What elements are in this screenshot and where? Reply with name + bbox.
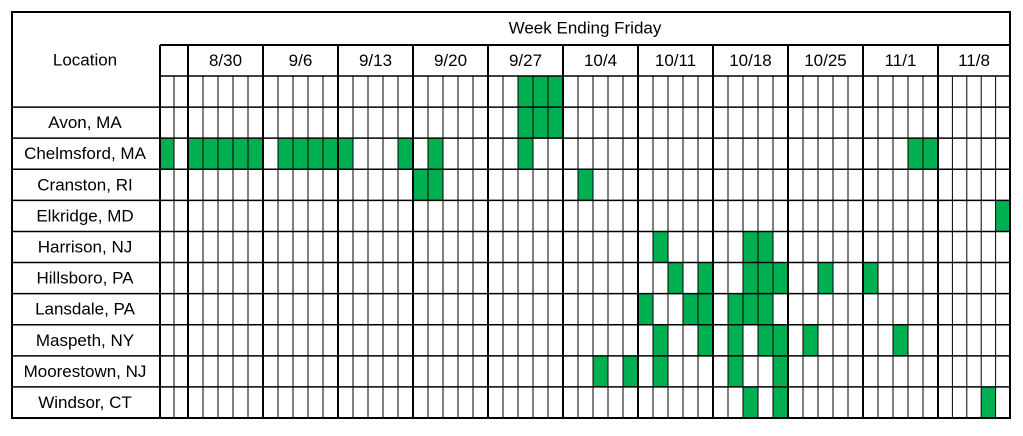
filled-cell [908,138,923,170]
filled-cell [653,231,668,263]
filled-cell [683,293,698,325]
filled-cell [773,386,788,418]
filled-cell [773,262,788,294]
location-label: Hillsboro, PA [37,269,135,288]
filled-cell [728,293,743,325]
filled-cell [773,324,788,356]
filled-cell [758,231,773,263]
filled-cell [743,231,758,263]
filled-cell [518,138,533,170]
filled-cell [995,200,1010,232]
week-label: 10/18 [729,51,772,70]
location-label: Avon, MA [48,113,122,132]
filled-cell [548,76,563,108]
filled-cell [638,293,653,325]
filled-cell [518,76,533,108]
location-label: Harrison, NJ [38,237,132,256]
week-label: 9/13 [359,51,392,70]
filled-cell [743,293,758,325]
filled-cell [668,262,683,294]
filled-cell [758,324,773,356]
week-label: 8/30 [209,51,242,70]
filled-cell [548,107,563,139]
filled-cell [698,324,713,356]
filled-cell [308,138,323,170]
location-label: Maspeth, NY [36,331,134,350]
filled-cell [518,107,533,139]
filled-cell [743,386,758,418]
filled-cell [533,76,548,108]
filled-cell [203,138,218,170]
week-label: 9/20 [434,51,467,70]
filled-cell [593,355,608,387]
filled-cell [743,262,758,294]
week-label: 9/6 [289,51,313,70]
filled-cell [981,386,996,418]
filled-cell [728,324,743,356]
filled-cell [428,169,443,201]
filled-cell [623,355,638,387]
filled-cell [533,107,548,139]
week-label: 9/27 [509,51,542,70]
location-label: Windsor, CT [38,393,132,412]
week-label: 11/1 [885,51,917,70]
filled-cell [323,138,338,170]
filled-cell [758,293,773,325]
filled-cell [188,138,203,170]
filled-cell [248,138,263,170]
location-label: Elkridge, MD [36,206,133,225]
filled-cell [728,355,743,387]
filled-cell [338,138,353,170]
week-label: 10/25 [804,51,847,70]
table-border [11,11,1011,419]
filled-cell [413,169,428,201]
location-label: Moorestown, NJ [24,362,147,381]
location-label: Cranston, RI [37,175,132,194]
filled-cell [698,262,713,294]
week-label: 10/11 [655,51,696,70]
week-header: Week Ending Friday [509,18,662,37]
week-label: 10/4 [584,51,617,70]
filled-cell [160,138,174,170]
location-label: Chelmsford, MA [24,144,147,163]
filled-cell [398,138,413,170]
filled-cell [758,262,773,294]
filled-cell [218,138,233,170]
filled-cell [803,324,818,356]
filled-cell [293,138,308,170]
location-header: Location [53,50,117,69]
week-label: 11/8 [958,51,990,70]
filled-cell [893,324,908,356]
filled-cell [698,293,713,325]
filled-cell [278,138,293,170]
filled-cell [773,355,788,387]
filled-cell [428,138,443,170]
filled-cell [653,324,668,356]
filled-cell [818,262,833,294]
filled-cell [653,355,668,387]
filled-cell [863,262,878,294]
filled-cell [578,169,593,201]
location-label: Lansdale, PA [35,300,136,319]
filled-cell [923,138,938,170]
filled-cell [233,138,248,170]
